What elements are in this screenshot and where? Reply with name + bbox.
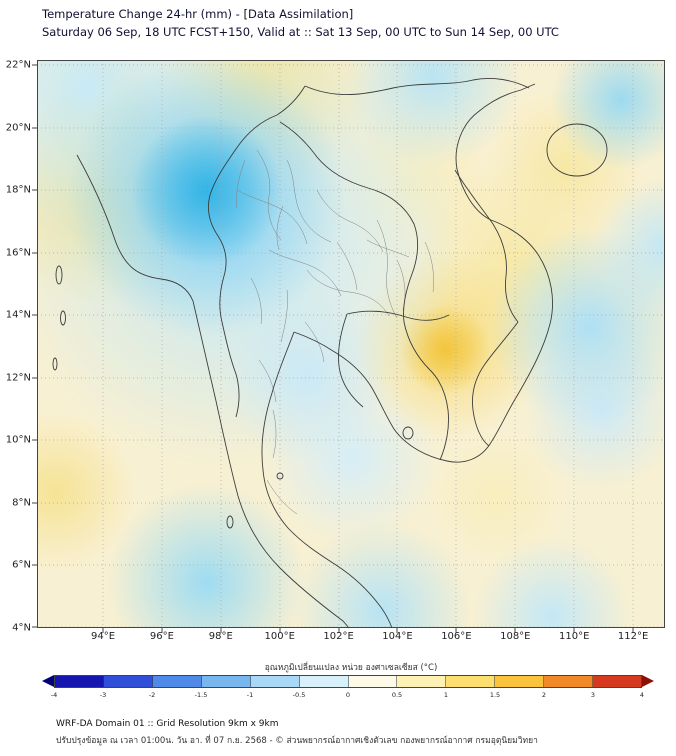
longitude-axis: 94°E 96°E 98°E 100°E 102°E 104°E 106°E 108°E 110… (37, 631, 665, 645)
colorbar-segment (299, 676, 349, 687)
lon-tick-label: 100°E (264, 631, 295, 642)
country-borders (52, 77, 608, 629)
map-frame (37, 60, 665, 628)
colorbar-segment (201, 676, 251, 687)
colorbar-segment (397, 676, 447, 687)
colorbar-segment (544, 676, 594, 687)
lon-tick-label: 112°E (617, 631, 649, 642)
colorbar-ticks: -4 -3 -2 -1.5 -1 -0.5 0 0.5 1 1.5 2 3 4 (50, 691, 645, 701)
colorbar-tick-label: -0.5 (292, 691, 306, 699)
colorbar-tick-label: 4 (639, 691, 645, 699)
colorbar-segment (446, 676, 496, 687)
colorbar-tick-label: -3 (99, 691, 107, 699)
lon-tick-label: 102°E (323, 631, 354, 642)
gridlines-group (37, 60, 665, 628)
colorbar-tick-label: 1 (443, 691, 449, 699)
colorbar-segment (495, 676, 545, 687)
lon-tick-label: 108°E (500, 631, 531, 642)
colorbar-segment (103, 676, 153, 687)
footer-domain-info: WRF-DA Domain 01 :: Grid Resolution 9km … (56, 719, 279, 729)
temperature-field (37, 60, 665, 628)
colorbar-tick-label: 3 (590, 691, 596, 699)
map-overlay (32, 60, 665, 633)
colorbar-right-arrow (642, 675, 654, 687)
axis-ticks (32, 64, 634, 633)
colorbar-tick-label: 0 (345, 691, 351, 699)
latitude-axis: 22°N 20°N 18°N 16°N 14°N 12°N 10°N 8°N 6°N 4°N (0, 59, 34, 634)
colorbar-tick-label: -2 (148, 691, 156, 699)
lat-tick-label: 6°N (12, 559, 31, 571)
lat-tick-label: 4°N (12, 622, 31, 633)
lon-tick-label: 104°E (382, 631, 413, 642)
colorbar-tick-label: -1.5 (194, 691, 208, 699)
colorbar-segment (250, 676, 300, 687)
colorbar-segment (348, 676, 398, 687)
province-borders (236, 149, 434, 515)
colorbar-segment (55, 676, 104, 687)
lat-tick-label: 20°N (5, 122, 31, 133)
lat-tick-label: 16°N (5, 247, 31, 258)
page-title: Temperature Change 24-hr (mm) - [Data As… (42, 7, 354, 21)
colorbar-tick-label: 2 (541, 691, 547, 699)
lat-tick-label: 8°N (12, 497, 31, 508)
lon-tick-label: 110°E (558, 631, 590, 642)
colorbar-tick-label: -4 (50, 691, 58, 699)
colorbar-tick-label: 1.5 (489, 691, 501, 699)
lon-tick-label: 96°E (149, 631, 174, 642)
lat-tick-label: 14°N (5, 309, 31, 321)
lat-tick-label: 22°N (5, 59, 31, 71)
colorbar-segments (54, 675, 642, 688)
colorbar-tick-label: -1 (246, 691, 254, 699)
colorbar-segment (593, 676, 642, 687)
lat-tick-label: 12°N (5, 372, 31, 383)
colorbar-left-arrow (42, 675, 54, 687)
colorbar-segment (152, 676, 202, 687)
colorbar-label: อุณหภูมิเปลี่ยนแปลง หน่วย องศาเซลเซียส (… (264, 663, 438, 673)
colorbar (42, 675, 654, 688)
lon-tick-label: 106°E (441, 631, 472, 642)
lat-tick-label: 10°N (5, 434, 31, 446)
lon-tick-label: 94°E (90, 631, 116, 642)
map-area (32, 60, 665, 633)
lon-tick-label: 98°E (208, 631, 233, 642)
page-subtitle: Saturday 06 Sep, 18 UTC FCST+150, Valid … (42, 25, 559, 39)
colorbar-tick-label: 0.5 (391, 691, 403, 699)
lat-tick-label: 18°N (5, 184, 31, 196)
footer-credit: ปรับปรุงข้อมูล ณ เวลา 01:00น. วัน อา. ที… (56, 736, 538, 746)
